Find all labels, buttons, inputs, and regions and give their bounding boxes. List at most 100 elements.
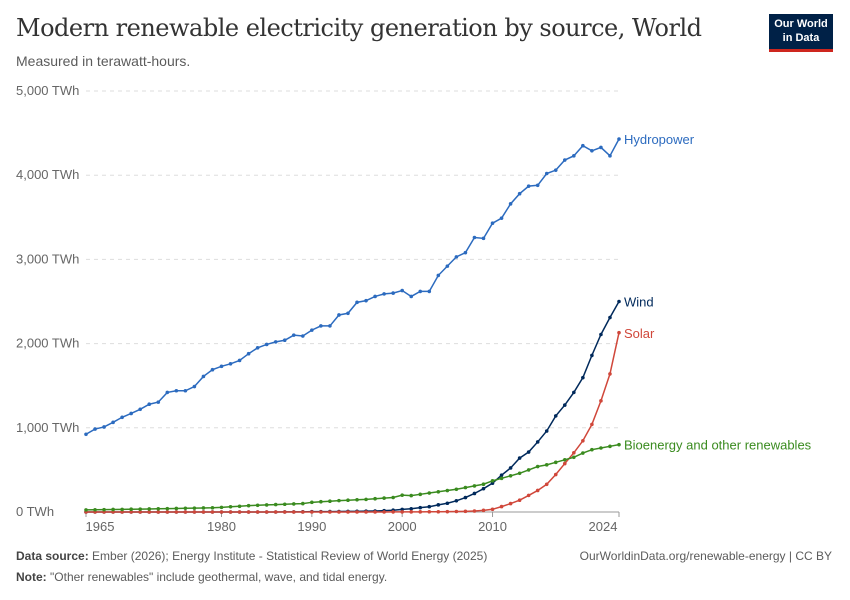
data-point: [499, 473, 504, 478]
data-point: [228, 362, 233, 366]
data-point: [526, 184, 531, 188]
data-point: [526, 493, 531, 498]
data-point: [346, 498, 350, 503]
source-url[interactable]: OurWorldinData.org/renewable-energy | CC…: [579, 549, 832, 563]
data-point: [93, 427, 97, 431]
data-point: [544, 171, 549, 176]
data-point: [264, 503, 269, 507]
data-point: [599, 145, 603, 150]
data-point: [328, 499, 332, 504]
note-label: Note:: [16, 570, 47, 584]
data-point: [472, 491, 477, 496]
data-point: [617, 299, 621, 304]
data-point: [301, 501, 305, 506]
data-point: [445, 509, 450, 514]
data-point: [535, 183, 540, 188]
data-point: [165, 390, 170, 395]
data-point: [526, 450, 531, 454]
data-point: [129, 411, 133, 416]
data-point: [418, 505, 423, 510]
data-point: [147, 510, 152, 514]
data-point: [562, 461, 567, 466]
data-point: [364, 497, 368, 502]
data-point: [508, 501, 513, 506]
data-point: [517, 498, 522, 503]
series-label: Solar: [624, 326, 655, 341]
data-point: [228, 504, 233, 509]
data-point: [445, 488, 450, 493]
data-point: [418, 492, 423, 497]
data-point: [409, 507, 414, 511]
data-point: [617, 330, 621, 335]
data-point: [246, 510, 251, 514]
data-point: [463, 485, 468, 490]
data-point: [391, 495, 395, 500]
data-point: [599, 399, 603, 403]
data-point: [111, 420, 115, 425]
series-label: Hydropower: [624, 132, 695, 147]
data-point: [418, 289, 423, 294]
data-point: [581, 438, 585, 443]
owid-logo[interactable]: Our World in Data: [769, 14, 833, 52]
data-point: [120, 510, 124, 514]
data-point: [490, 507, 495, 512]
data-point: [599, 332, 603, 337]
data-point: [445, 264, 450, 268]
data-point: [201, 374, 206, 379]
data-point: [617, 137, 621, 141]
data-point: [255, 510, 260, 514]
data-point: [617, 442, 621, 447]
data-point: [120, 507, 124, 512]
data-point: [138, 510, 143, 514]
data-point: [102, 507, 106, 512]
data-point: [454, 499, 459, 503]
data-point: [472, 235, 477, 240]
data-point: [562, 158, 567, 162]
data-point: [183, 506, 188, 511]
y-tick-label: 4,000 TWh: [16, 167, 79, 182]
data-point: [481, 508, 486, 513]
data-point: [526, 468, 531, 472]
note: Note: "Other renewables" include geother…: [16, 570, 387, 584]
data-point: [310, 500, 314, 505]
data-point: [382, 510, 386, 514]
data-point: [590, 148, 594, 153]
data-point: [581, 451, 585, 455]
data-point: [499, 216, 504, 220]
data-point: [282, 502, 287, 507]
y-tick-label: 2,000 TWh: [16, 336, 79, 351]
data-point: [273, 340, 278, 344]
data-point: [219, 510, 224, 514]
data-point: [572, 154, 576, 158]
data-point: [544, 482, 549, 487]
data-point: [355, 510, 359, 514]
data-point: [418, 510, 423, 514]
data-point: [201, 510, 206, 514]
data-point: [328, 510, 332, 514]
data-point: [535, 464, 540, 469]
data-point: [382, 496, 386, 500]
x-tick-label: 1965: [86, 519, 115, 534]
note-text: "Other renewables" include geothermal, w…: [50, 570, 388, 584]
data-point: [364, 510, 368, 514]
data-point: [391, 510, 395, 514]
data-point: [102, 425, 106, 429]
data-point: [291, 333, 296, 337]
data-point: [436, 273, 441, 278]
x-tick-label: 1980: [207, 519, 236, 534]
data-point: [427, 491, 432, 495]
data-point: [237, 504, 242, 509]
data-point: [454, 487, 459, 492]
data-point: [246, 351, 251, 356]
y-tick-label: 5,000 TWh: [16, 83, 79, 98]
data-point: [553, 472, 558, 477]
data-point: [409, 510, 414, 514]
x-tick-label: 2010: [478, 519, 507, 534]
data-point: [156, 400, 161, 404]
data-point: [301, 334, 305, 338]
data-point: [273, 510, 278, 514]
series-label: Bioenergy and other renewables: [624, 438, 812, 453]
data-point: [553, 414, 558, 418]
data-point: [219, 505, 224, 510]
data-point: [319, 510, 323, 514]
